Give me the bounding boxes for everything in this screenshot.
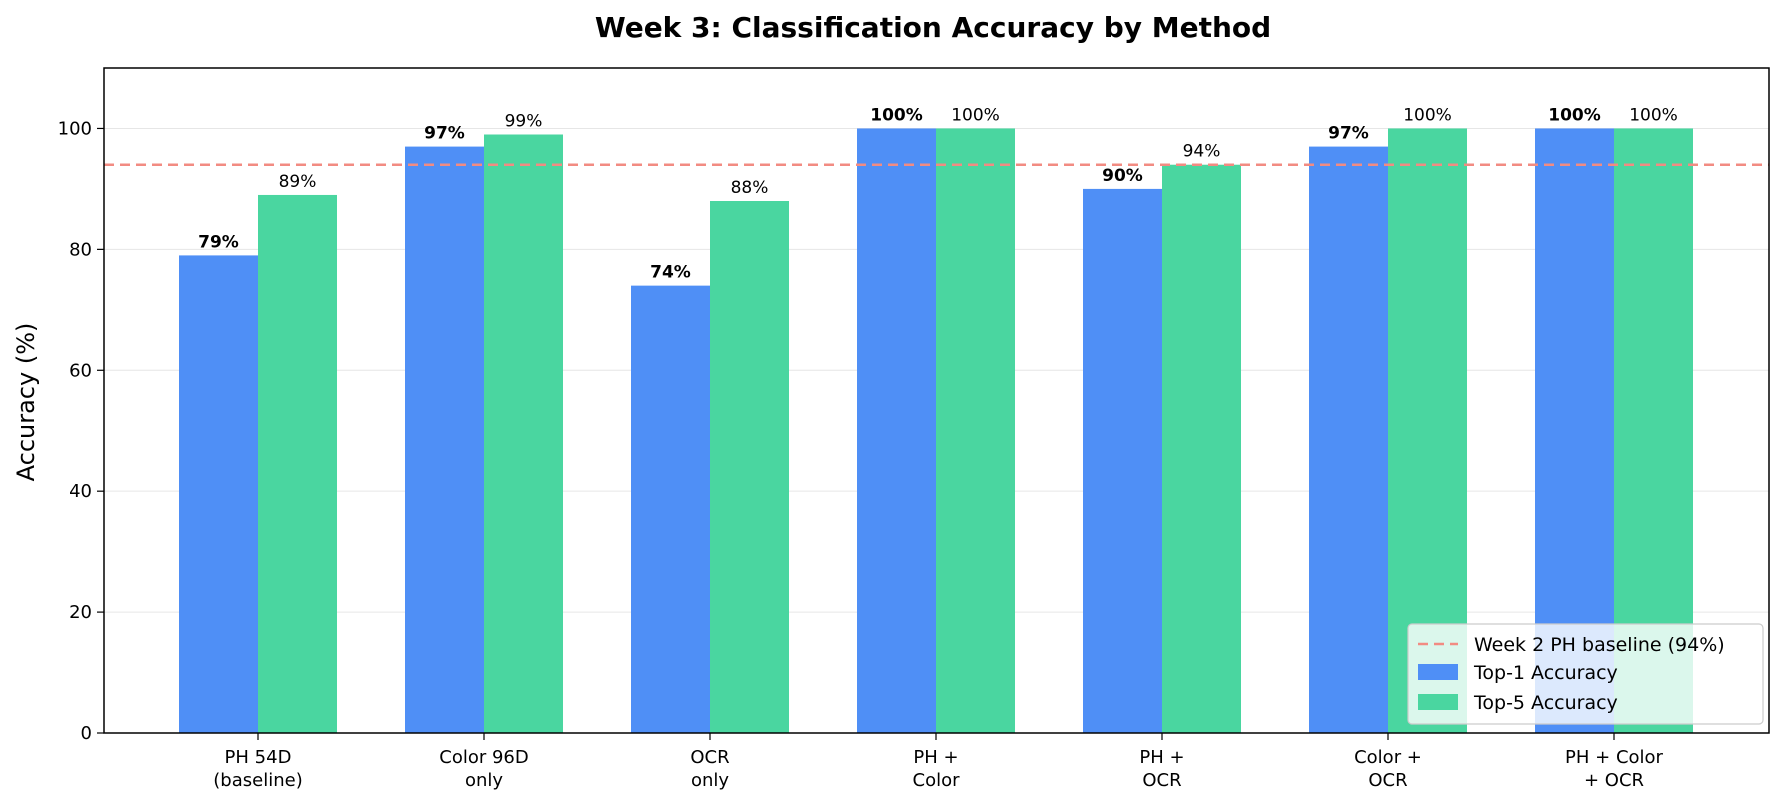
y-tick-label: 0 [81, 723, 92, 744]
x-tick-label: OCR [690, 747, 729, 768]
x-tick-label: PH + [1139, 747, 1184, 768]
bar-label-top1: 100% [1548, 105, 1601, 125]
bar-label-top1: 79% [198, 232, 239, 252]
bar-label-top5: 100% [1629, 105, 1678, 125]
bar-label-top5: 94% [1183, 142, 1221, 162]
bar-value-labels: 79% 89% 97% 99% 74% 88% 100% 100% 90% 94% 97% 100% 1… [198, 105, 1678, 282]
y-tick-label: 100 [58, 118, 92, 139]
y-tick-label: 80 [69, 239, 92, 260]
legend-top5-swatch [1418, 694, 1458, 710]
bar-label-top1: 100% [870, 105, 923, 125]
bar-top5 [936, 128, 1015, 734]
y-tick-label: 20 [69, 602, 92, 623]
y-tick-label: 60 [69, 360, 92, 381]
x-tick-label: only [465, 770, 503, 791]
bar-top1 [179, 255, 258, 733]
bar-top5 [710, 201, 789, 733]
bar-label-top1: 97% [1328, 124, 1369, 144]
legend-top5-label: Top-5 Accuracy [1473, 692, 1618, 714]
bar-label-top5: 100% [951, 105, 1000, 125]
legend-box [1407, 623, 1764, 725]
legend: Week 2 PH baseline (94%) Top-1 Accuracy … [1407, 623, 1764, 725]
y-tick-label: 40 [69, 481, 92, 502]
bar-top1 [405, 146, 484, 733]
bar-top5 [484, 134, 563, 733]
legend-reference-line-label: Week 2 PH baseline (94%) [1474, 634, 1725, 656]
bar-top1 [857, 128, 936, 734]
x-tick-label: + OCR [1584, 770, 1644, 791]
x-tick-label: OCR [1368, 770, 1407, 791]
bar-top1 [1083, 188, 1162, 734]
x-tick-label: only [691, 770, 729, 791]
x-tick-label: Color 96D [439, 747, 528, 768]
x-tick-label: PH + [913, 747, 958, 768]
legend-top1-label: Top-1 Accuracy [1473, 662, 1618, 684]
bar-label-top5: 88% [731, 178, 769, 198]
bar-label-top5: 100% [1403, 105, 1452, 125]
x-tick-label: PH + Color [1565, 747, 1664, 768]
y-axis-label: Accuracy (%) [12, 323, 40, 482]
bar-label-top5: 89% [279, 172, 317, 192]
bar-label-top1: 74% [650, 263, 691, 283]
chart-title: Week 3: Classification Accuracy by Metho… [595, 11, 1271, 44]
bar-top1 [1309, 146, 1388, 733]
bar-label-top1: 90% [1102, 166, 1143, 186]
x-tick-label: OCR [1142, 770, 1181, 791]
bar-top1 [631, 285, 710, 733]
legend-top1-swatch [1418, 664, 1458, 680]
x-tick-label: (baseline) [213, 770, 302, 791]
x-tick-label: PH 54D [225, 747, 292, 768]
x-tick-label: Color + [1354, 747, 1422, 768]
x-tick-label: Color [913, 770, 961, 791]
bar-label-top5: 99% [505, 112, 543, 132]
bar-label-top1: 97% [424, 124, 465, 144]
bar-top5 [1162, 164, 1241, 733]
bar-top5 [258, 194, 337, 734]
